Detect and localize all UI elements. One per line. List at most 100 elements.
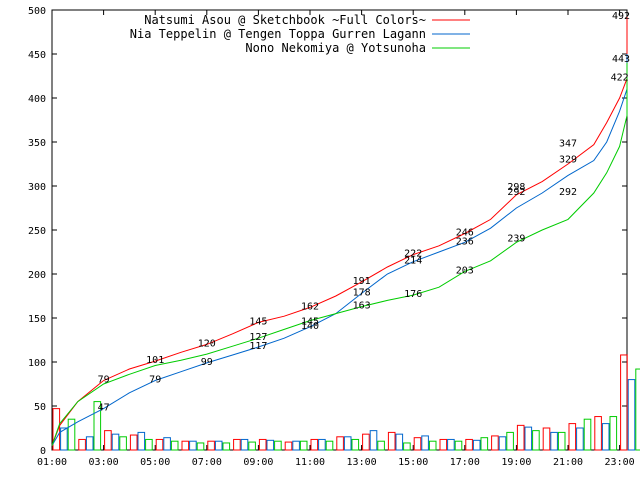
bar-s1-h0 [60, 427, 68, 451]
bar-s1-h9 [292, 440, 300, 451]
annotation-s1-4: 140 [301, 321, 319, 332]
annotation-s0-7: 246 [456, 228, 474, 239]
bar-s2-h6 [222, 442, 231, 451]
bar-s2-h1 [93, 401, 102, 451]
bar-s0-h17 [491, 435, 499, 451]
bar-s0-h5 [181, 440, 190, 451]
x-tick-label-4: 09:00 [243, 457, 273, 468]
bar-s2-h11 [351, 438, 360, 451]
annotation-s2-2: 163 [353, 301, 371, 312]
legend-label-1: Nia Teppelin @ Tengen Toppa Gurren Lagan… [130, 27, 426, 41]
series-line-2 [51, 62, 628, 446]
bar-s1-h21 [601, 423, 610, 451]
bar-s0-h21 [594, 416, 602, 451]
bar-s0-h19 [542, 427, 551, 451]
y-tick-label-8: 400 [28, 94, 46, 105]
x-axis: 01:00 03:00 05:00 07:00 09:00 11:00 13:00 15:00… [37, 10, 635, 468]
bar-s0-h7 [233, 438, 241, 451]
annotation-s1-6: 214 [404, 256, 422, 267]
bar-s2-h18 [532, 430, 540, 451]
bar-s1-h22 [627, 379, 636, 451]
bar-s0-h9 [284, 441, 293, 451]
bar-s0-h13 [387, 431, 396, 451]
bar-s0-h16 [465, 438, 473, 451]
annotation-s0-1: 101 [146, 355, 164, 366]
x-tick-label-2: 05:00 [140, 457, 170, 468]
bar-s2-h20 [583, 418, 592, 451]
y-tick-label-6: 300 [28, 182, 46, 193]
bar-s2-h22 [635, 368, 640, 451]
annotation-s0-6: 222 [404, 249, 422, 260]
bar-s2-h5 [196, 442, 205, 451]
bar-s1-h19 [550, 431, 558, 451]
annotation-s0-10: 422 [611, 73, 629, 84]
legend-label-0: Natsumi Asou @ Sketchbook ~Full Colors~ [144, 13, 426, 27]
bar-s0-h4 [155, 438, 164, 451]
bar-s0-h20 [568, 423, 577, 451]
bar-s1-h1 [85, 436, 94, 451]
bar-s1-h12 [369, 430, 378, 451]
annotation-s2-0: 127 [249, 332, 267, 343]
annotation-s1-5: 178 [353, 287, 371, 298]
y-tick-label-0: 0 [40, 446, 46, 457]
value-annotations: 79 101 120 145 162 191 222 246 298 347 422 443 492 47… [98, 11, 630, 414]
x-tick-label-0: 01:00 [37, 457, 67, 468]
bar-s2-h4 [170, 440, 179, 451]
annotation-s0-12: 492 [612, 11, 630, 22]
x-tick-label-9: 19:00 [501, 457, 531, 468]
bar-s2-h12 [377, 440, 385, 451]
annotation-s0-0: 79 [98, 374, 110, 385]
bar-s1-h17 [498, 436, 507, 451]
bar-s2-h10 [325, 440, 334, 451]
bar-s0-h1 [78, 438, 86, 451]
annotation-s0-3: 145 [249, 316, 267, 327]
bar-s2-h0 [67, 418, 76, 451]
annotation-s2-1: 145 [301, 316, 319, 327]
bar-s1-h2 [111, 433, 120, 451]
bar-s1-h14 [421, 435, 429, 451]
x-tick-label-7: 15:00 [398, 457, 428, 468]
annotation-s1-7: 236 [456, 236, 474, 247]
bar-s0-h6 [207, 440, 215, 451]
y-tick-label-1: 50 [34, 402, 46, 413]
bar-s2-h7 [248, 441, 256, 451]
bar-s1-h18 [524, 426, 533, 451]
bar-s0-h12 [362, 433, 370, 451]
bar-s2-h16 [480, 437, 489, 451]
bar-s0-h15 [439, 438, 448, 451]
bar-s1-h10 [318, 438, 326, 451]
bar-s0-h10 [310, 438, 319, 451]
bar-s0-h3 [129, 434, 138, 451]
annotation-s1-9: 329 [559, 154, 577, 165]
bar-s1-h3 [137, 431, 146, 451]
series-lines [51, 17, 628, 446]
plot-frame [51, 9, 628, 451]
bar-s2-h15 [454, 440, 463, 451]
y-tick-label-4: 200 [28, 270, 46, 281]
bar-s2-h21 [609, 416, 618, 451]
x-tick-label-8: 17:00 [450, 457, 480, 468]
bar-s1-h16 [472, 439, 481, 451]
bar-s2-h3 [145, 438, 153, 451]
annotation-s0-5: 191 [353, 276, 371, 287]
x-tick-label-10: 21:00 [553, 457, 583, 468]
bar-s2-h13 [403, 442, 411, 451]
bar-s0-h0 [52, 408, 61, 451]
x-tick-label-5: 11:00 [295, 457, 325, 468]
bar-s2-h17 [506, 431, 514, 451]
annotation-s0-9: 347 [559, 139, 577, 150]
bar-s1-h5 [189, 440, 197, 451]
bar-s1-h8 [266, 439, 275, 451]
bar-s0-h11 [336, 436, 344, 451]
annotation-s2-3: 176 [404, 289, 422, 300]
bar-s0-h2 [104, 430, 112, 451]
annotation-s0-4: 162 [301, 301, 319, 312]
y-tick-label-3: 150 [28, 314, 46, 325]
series-line-0 [51, 17, 628, 446]
annotation-s0-11: 443 [612, 54, 630, 65]
bar-s2-h9 [299, 440, 308, 451]
annotation-s1-8: 292 [507, 187, 525, 198]
bar-s0-h14 [413, 437, 422, 451]
legend: Natsumi Asou @ Sketchbook ~Full Colors~ … [130, 13, 470, 55]
annotation-s1-0: 47 [98, 403, 110, 414]
